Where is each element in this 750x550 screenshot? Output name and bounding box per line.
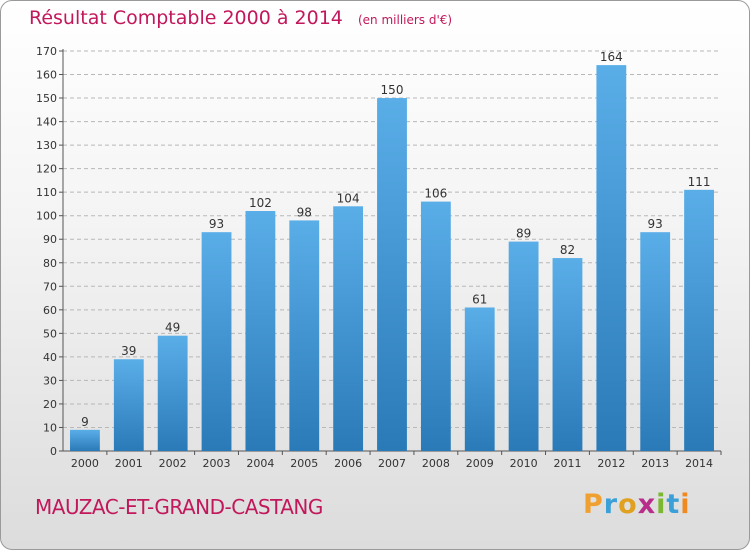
x-tick-label: 2008 (422, 457, 450, 470)
bar-value-label: 164 (600, 50, 623, 64)
bar-value-label: 49 (165, 321, 180, 335)
bar-value-label: 89 (516, 227, 531, 241)
y-tick-label: 120 (36, 163, 57, 176)
bar (508, 241, 539, 451)
logo-letter: i (656, 489, 667, 520)
chart-title: Résultat Comptable 2000 à 2014 (29, 7, 343, 29)
proxiti-logo: Proxiti (583, 489, 691, 520)
bar-value-label: 39 (121, 344, 136, 358)
tick-labels: 0 10 20 30 40 50 60 70 80 90 100 110 120 130 140 150 160… (36, 45, 713, 470)
bar-value-label: 93 (648, 217, 663, 231)
x-tick-label: 2000 (71, 457, 99, 470)
bar-value-label: 150 (381, 83, 404, 97)
x-tick-label: 2001 (115, 457, 143, 470)
y-tick-label: 90 (43, 233, 57, 246)
x-tick-label: 2004 (246, 457, 274, 470)
bar-value-label: 61 (472, 292, 487, 306)
bar-value-label: 82 (560, 243, 575, 257)
y-tick-label: 170 (36, 45, 57, 58)
bar (70, 429, 100, 451)
logo-letter: t (666, 489, 681, 520)
bar (377, 98, 407, 451)
y-tick-label: 0 (50, 445, 57, 458)
bar-value-label: 102 (249, 196, 272, 210)
y-tick-label: 160 (36, 69, 57, 82)
value-labels: 9 39 49 93 102 98 104 150 106 61 89 82 164 93 111 (81, 50, 710, 429)
y-tick-label: 70 (43, 280, 57, 293)
chart-unit: (en milliers d'€) (357, 13, 453, 27)
logo-letter: i (680, 489, 691, 520)
bar (289, 220, 320, 451)
y-tick-label: 20 (43, 398, 57, 411)
logo-letter: r (603, 489, 619, 520)
bar (464, 307, 495, 451)
bar (552, 258, 583, 451)
bar (596, 65, 627, 451)
bar (684, 189, 714, 451)
bars (70, 65, 714, 451)
bar (420, 201, 451, 451)
bar (640, 232, 671, 451)
x-tick-label: 2010 (510, 457, 538, 470)
x-tick-label: 2006 (334, 457, 362, 470)
y-tick-label: 10 (43, 421, 57, 434)
bar-value-label: 111 (688, 175, 711, 189)
logo-letter: x (637, 489, 657, 520)
bar-value-label: 104 (337, 191, 360, 205)
y-tick-label: 80 (43, 257, 57, 270)
y-tick-label: 60 (43, 304, 57, 317)
x-tick-label: 2009 (466, 457, 494, 470)
x-tick-label: 2007 (378, 457, 406, 470)
x-tick-label: 2002 (159, 457, 187, 470)
bar-value-label: 106 (424, 187, 447, 201)
y-tick-label: 50 (43, 327, 57, 340)
logo-letter: P (583, 489, 604, 520)
x-tick-label: 2014 (685, 457, 713, 470)
y-tick-label: 140 (36, 116, 57, 129)
bar (333, 206, 364, 451)
chart-title-block: Résultat Comptable 2000 à 2014 (en milli… (29, 7, 452, 29)
bar (245, 211, 276, 451)
y-tick-label: 150 (36, 92, 57, 105)
y-tick-label: 110 (36, 186, 57, 199)
x-tick-label: 2012 (597, 457, 625, 470)
logo-letter: o (618, 489, 638, 520)
x-tick-label: 2011 (553, 457, 581, 470)
y-tick-label: 100 (36, 210, 57, 223)
bar-value-label: 98 (297, 205, 312, 219)
x-tick-label: 2003 (203, 457, 231, 470)
y-tick-label: 30 (43, 374, 57, 387)
bar (113, 359, 144, 451)
x-tick-label: 2013 (641, 457, 669, 470)
x-tick-label: 2005 (290, 457, 318, 470)
bar (201, 232, 232, 451)
y-tick-label: 130 (36, 139, 57, 152)
commune-name: MAUZAC-ET-GRAND-CASTANG (35, 495, 323, 519)
bar (157, 335, 188, 451)
bar-value-label: 9 (81, 415, 89, 429)
bar-value-label: 93 (209, 217, 224, 231)
y-tick-label: 40 (43, 351, 57, 364)
